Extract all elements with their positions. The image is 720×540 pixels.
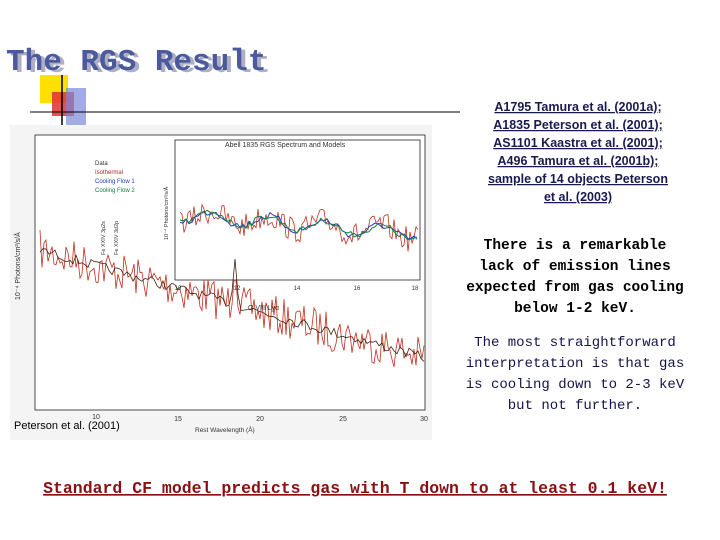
x-tick-label: 25: [339, 416, 347, 423]
reference: A496 Tamura et al. (2001b);: [498, 154, 659, 168]
interpretation-line: is cooling down to 2-3 keV: [466, 377, 685, 393]
annotation: O VIII Lyα: [248, 305, 279, 312]
reference: sample of 14 objects Peterson: [488, 172, 668, 186]
conclusion: Standard CF model predicts gas with T do…: [43, 479, 667, 498]
slide-title: The RGS Result: [6, 45, 266, 80]
finding-line: lack of emission lines: [479, 259, 670, 275]
interpretation-line: The most straightforward: [474, 335, 676, 351]
legend-entry: Cooling Flow 1: [95, 179, 135, 185]
inset-x-tick-label: 16: [354, 286, 361, 292]
inset-x-tick-label: 10: [175, 286, 182, 292]
legend-entry: Isothermal: [95, 170, 123, 176]
y-axis-label: 10⁻⁴ Photons/cm²/s/Å: [13, 232, 22, 300]
finding-line: expected from gas cooling: [466, 280, 684, 296]
deco-square: [66, 88, 86, 128]
reference: A1795 Tamura et al. (2001a);: [494, 100, 661, 114]
figure-credit: Peterson et al. (2001): [14, 420, 120, 432]
slide-title-shadow: The RGS Result: [10, 47, 270, 82]
x-tick-label: 10: [92, 414, 100, 421]
spectrum-trace: [39, 229, 425, 368]
finding-line: below 1-2 keV.: [514, 301, 636, 317]
reference: AS1101 Kaastra et al. (2001);: [493, 136, 663, 150]
legend-entry: Data: [95, 161, 108, 167]
inset-x-tick-label: 18: [412, 286, 419, 292]
figure: Abell 1835 RGS Spectrum and Models Data …: [10, 125, 432, 440]
inset-x-tick-label: 14: [294, 286, 301, 292]
line-label: Fe XXIV 3p2s: [101, 221, 107, 255]
legend-entry: Cooling Flow 2: [95, 188, 135, 194]
finding-line: There is a remarkable: [484, 238, 667, 254]
x-tick-label: 15: [174, 416, 182, 423]
reference: A1835 Peterson et al. (2001);: [493, 118, 663, 132]
spectrum-trace: [39, 248, 425, 362]
spectrum-trace: [179, 209, 418, 241]
inset-y-label: 10⁻⁴ Photons/cm²/s/Å: [163, 186, 170, 240]
interpretation-line: interpretation is that gas: [466, 356, 684, 372]
reference: et al. (2003): [544, 190, 612, 204]
line-label: Fe XXIV 3d2p: [114, 221, 120, 255]
inset-frame: [174, 139, 421, 281]
x-axis-label: Rest Wavelength (Å): [195, 425, 255, 434]
inset-x-tick-label: 12: [234, 286, 241, 292]
x-tick-label: 30: [420, 416, 428, 423]
x-tick-label: 20: [256, 416, 264, 423]
interpretation-line: but not further.: [508, 398, 642, 414]
figure-title: Abell 1835 RGS Spectrum and Models: [225, 142, 346, 149]
